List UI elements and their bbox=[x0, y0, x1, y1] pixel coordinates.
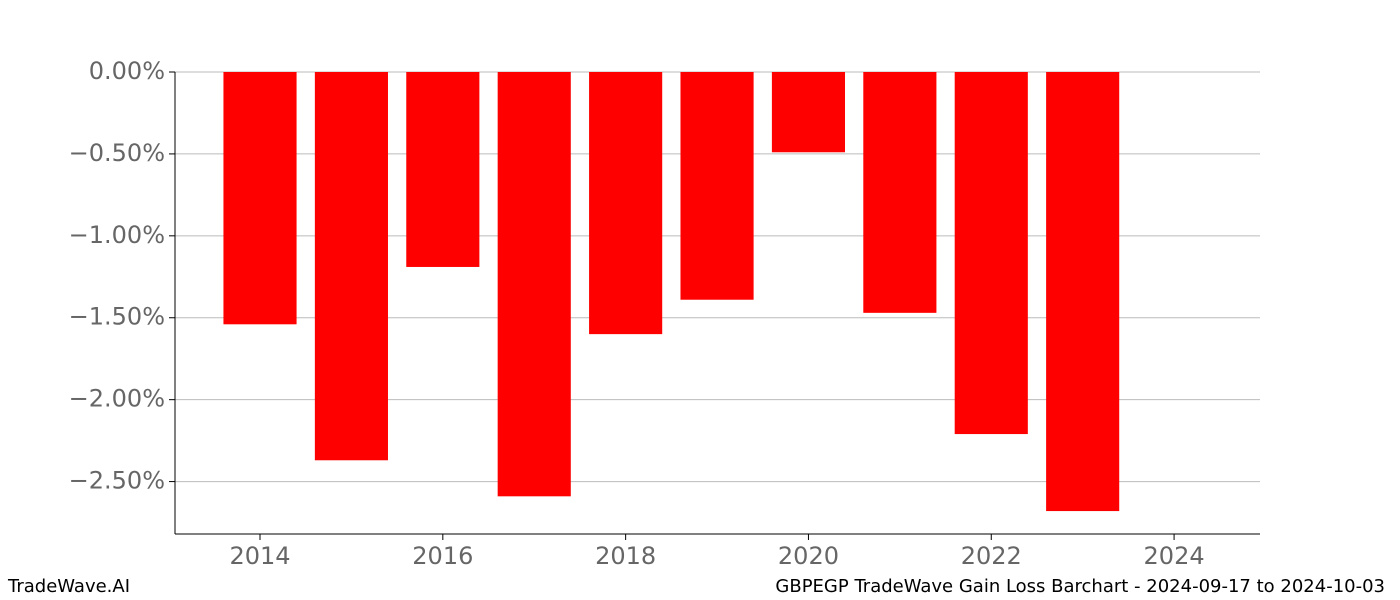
bar bbox=[589, 72, 663, 335]
x-tick-label: 2018 bbox=[595, 542, 656, 570]
x-tick-label: 2020 bbox=[778, 542, 839, 570]
bar bbox=[954, 72, 1028, 435]
bar bbox=[1046, 72, 1120, 512]
bar bbox=[863, 72, 937, 313]
y-tick-label: −1.50% bbox=[69, 303, 165, 331]
x-tick-label: 2014 bbox=[229, 542, 290, 570]
bar bbox=[223, 72, 297, 325]
x-tick-label: 2016 bbox=[412, 542, 473, 570]
y-tick-label: −2.00% bbox=[69, 385, 165, 413]
x-tick-label: 2024 bbox=[1144, 542, 1205, 570]
bar bbox=[406, 72, 480, 267]
source: TradeWave.AI bbox=[7, 576, 130, 597]
y-tick-label: 0.00% bbox=[89, 57, 165, 85]
y-tick-label: −1.00% bbox=[69, 221, 165, 249]
bar bbox=[497, 72, 571, 497]
chart-title: GBPEGP TradeWave Gain Loss Barchart - 20… bbox=[775, 576, 1385, 597]
y-tick-label: −0.50% bbox=[69, 139, 165, 167]
bar bbox=[771, 72, 846, 153]
x-tick-label: 2022 bbox=[961, 542, 1022, 570]
bar bbox=[680, 72, 754, 300]
y-tick-label: −2.50% bbox=[69, 467, 165, 495]
bar bbox=[314, 72, 388, 461]
